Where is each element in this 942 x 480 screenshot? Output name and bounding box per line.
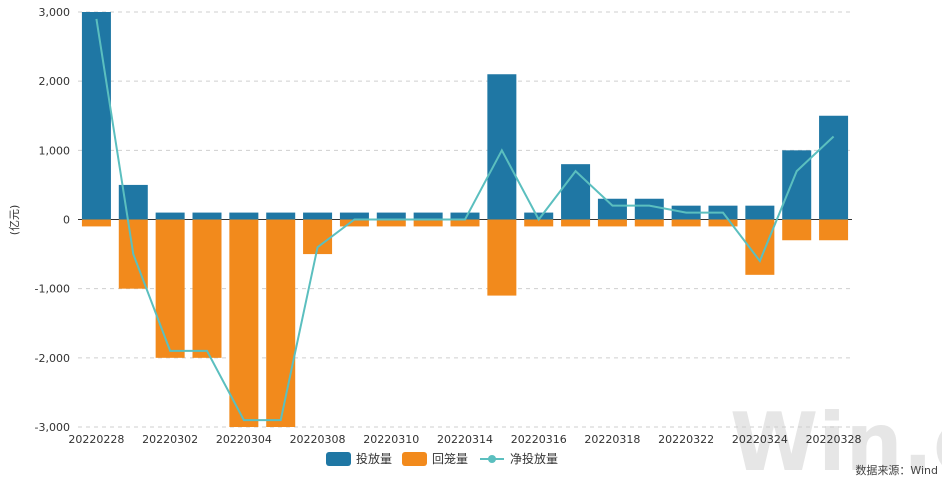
x-tick-label: 20220228: [68, 433, 124, 446]
bar-injection: [450, 212, 480, 220]
bar-injection: [266, 212, 296, 220]
bar-withdrawal: [782, 219, 812, 241]
bar-injection: [597, 198, 627, 220]
y-tick-label: 1,000: [39, 144, 71, 157]
legend-label: 投放量: [356, 451, 392, 466]
legend-label: 回笼量: [432, 451, 468, 466]
bar-withdrawal: [339, 219, 369, 227]
legend-swatch-marker: [488, 455, 496, 463]
legend-swatch: [326, 452, 351, 466]
bar-injection: [413, 212, 443, 220]
bar-withdrawal: [671, 219, 701, 227]
bar-withdrawal: [708, 219, 738, 227]
bar-injection: [561, 164, 591, 220]
x-tick-label: 20220304: [216, 433, 272, 446]
bar-withdrawal: [634, 219, 664, 227]
watermark-text: Win.d: [730, 396, 942, 480]
y-tick-label: -1,000: [35, 283, 70, 296]
x-tick-label: 20220314: [437, 433, 493, 446]
y-tick-label: -2,000: [35, 352, 70, 365]
y-tick-label: 0: [63, 214, 70, 227]
bars: [81, 12, 849, 427]
x-tick-label: 20220302: [142, 433, 198, 446]
x-tick-label: 20220318: [584, 433, 640, 446]
x-tick-label: 20220328: [806, 433, 862, 446]
bar-injection: [229, 212, 259, 220]
bar-withdrawal: [524, 219, 554, 227]
bar-injection: [192, 212, 222, 220]
y-axis-label: (亿元): [8, 205, 21, 236]
y-axis: 3,000 2,000 1,000 0 -1,000 -2,000 -3,000: [35, 6, 70, 434]
bar-withdrawal: [155, 219, 185, 358]
legend-label: 净投放量: [510, 451, 558, 466]
bar-injection: [303, 212, 333, 220]
bar-injection: [819, 115, 849, 220]
bar-withdrawal: [487, 219, 517, 296]
bar-withdrawal: [229, 219, 259, 427]
bar-withdrawal: [81, 219, 111, 227]
bar-injection: [524, 212, 554, 220]
x-tick-label: 20220308: [290, 433, 346, 446]
bar-withdrawal: [561, 219, 591, 227]
bar-injection: [81, 12, 111, 220]
y-tick-label: 3,000: [39, 6, 71, 19]
bar-withdrawal: [192, 219, 222, 358]
bar-withdrawal: [266, 219, 296, 427]
bar-withdrawal: [376, 219, 406, 227]
source-text: 数据来源：Wind: [855, 463, 938, 477]
legend: 投放量 回笼量 净投放量: [326, 451, 558, 466]
bar-withdrawal: [450, 219, 480, 227]
bar-injection: [339, 212, 369, 220]
bar-withdrawal: [413, 219, 443, 227]
bar-injection: [376, 212, 406, 220]
watermark: Win.d: [730, 396, 942, 480]
legend-swatch: [402, 452, 427, 466]
bar-injection: [634, 198, 664, 220]
x-tick-label: 20220310: [363, 433, 419, 446]
y-tick-label: 2,000: [39, 75, 71, 88]
bar-withdrawal: [819, 219, 849, 241]
x-tick-label: 20220324: [732, 433, 788, 446]
net-line: [95, 18, 835, 422]
x-tick-label: 20220316: [511, 433, 567, 446]
x-tick-label: 20220322: [658, 433, 714, 446]
bar-injection: [745, 205, 775, 220]
net-injection-line: [95, 18, 835, 422]
bar-withdrawal: [597, 219, 627, 227]
bar-injection: [487, 74, 517, 220]
y-tick-label: -3,000: [35, 421, 70, 434]
bar-injection: [155, 212, 185, 220]
x-axis: 20220228 20220302 20220304 20220308 20220310…: [68, 433, 861, 446]
